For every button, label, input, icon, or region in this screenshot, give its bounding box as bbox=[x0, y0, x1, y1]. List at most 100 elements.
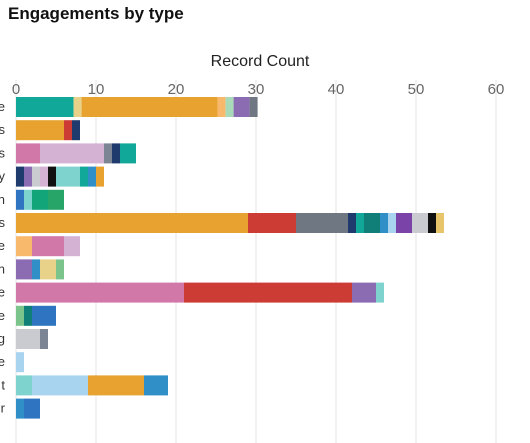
bar-segment bbox=[436, 213, 444, 233]
bar-segment bbox=[348, 213, 356, 233]
bar-segment bbox=[88, 375, 144, 396]
bar-segment bbox=[104, 143, 112, 164]
bar-segment bbox=[249, 97, 258, 117]
x-tick-label: 30 bbox=[248, 81, 265, 98]
bar-row bbox=[16, 282, 384, 303]
bar-segment bbox=[16, 120, 64, 141]
bar-segment bbox=[56, 259, 64, 280]
bar-segment bbox=[16, 143, 40, 164]
bar-segment bbox=[72, 120, 80, 141]
bar-segment bbox=[48, 166, 56, 187]
bar-segment bbox=[24, 305, 32, 326]
bar-segment bbox=[32, 189, 48, 210]
bar-segment bbox=[16, 282, 184, 303]
bar-segment bbox=[16, 166, 24, 187]
x-tick-label: 0 bbox=[12, 81, 20, 98]
bar-segment bbox=[32, 375, 88, 396]
x-tick-label: 60 bbox=[488, 81, 505, 98]
bar-segment bbox=[388, 213, 396, 233]
bar-segment bbox=[40, 329, 48, 349]
row-label: r bbox=[1, 401, 6, 416]
bar-segment bbox=[96, 166, 104, 187]
x-tick-label: 20 bbox=[168, 81, 185, 98]
bar-segment bbox=[32, 236, 64, 257]
bar-row bbox=[16, 97, 258, 117]
row-label: e bbox=[0, 354, 5, 369]
bar-row bbox=[16, 329, 48, 349]
bar-segment bbox=[396, 213, 412, 233]
bar-segment bbox=[32, 305, 56, 326]
bar-row bbox=[16, 236, 80, 257]
bar-segment bbox=[16, 236, 32, 257]
bar-segment bbox=[16, 305, 24, 326]
x-axis-ticks: 0 10 20 30 40 50 60 bbox=[12, 81, 505, 98]
bar-segment bbox=[40, 166, 48, 187]
row-label: n bbox=[0, 192, 5, 207]
bar-row bbox=[16, 120, 80, 141]
bar-row bbox=[16, 398, 40, 419]
bar-segment bbox=[356, 213, 364, 233]
bar-segment bbox=[40, 259, 56, 280]
bar-segment bbox=[296, 213, 348, 233]
row-label: y bbox=[0, 169, 6, 184]
bar-segment bbox=[32, 166, 40, 187]
bar-segment bbox=[64, 120, 72, 141]
bar-segment bbox=[16, 329, 40, 349]
bar-row bbox=[16, 189, 64, 210]
x-tick-label: 40 bbox=[328, 81, 345, 98]
x-tick-label: 50 bbox=[408, 81, 425, 98]
bar-segment bbox=[32, 259, 40, 280]
bar-segment bbox=[24, 189, 32, 210]
bar-segment bbox=[112, 143, 120, 164]
bar-row bbox=[16, 259, 64, 280]
row-label: e bbox=[0, 238, 5, 253]
row-label: s bbox=[0, 215, 6, 230]
row-label: s bbox=[0, 145, 6, 160]
bar-segment bbox=[428, 213, 436, 233]
bar-segment bbox=[24, 166, 32, 187]
row-label: e bbox=[0, 99, 5, 114]
bar-segment bbox=[48, 189, 64, 210]
row-label: e bbox=[0, 285, 5, 300]
bar-segment bbox=[73, 97, 82, 117]
bar-segment bbox=[24, 398, 40, 419]
bar-segment bbox=[352, 282, 376, 303]
bar-segment bbox=[364, 213, 380, 233]
row-label: e bbox=[0, 308, 5, 323]
x-axis-title: Record Count bbox=[211, 53, 310, 70]
bar-segment bbox=[16, 97, 74, 117]
bar-segment bbox=[16, 398, 24, 419]
chart-title: Engagements by type bbox=[8, 4, 184, 23]
bars bbox=[16, 97, 444, 419]
bar-segment bbox=[412, 213, 428, 233]
bar-segment bbox=[184, 282, 352, 303]
bar-segment bbox=[16, 189, 24, 210]
bar-segment bbox=[88, 166, 96, 187]
bar-segment bbox=[225, 97, 234, 117]
x-tick-label: 10 bbox=[88, 81, 105, 98]
bar-segment bbox=[80, 166, 88, 187]
bar-row bbox=[16, 305, 56, 326]
bar-segment bbox=[120, 143, 136, 164]
bar-segment bbox=[16, 375, 32, 396]
bar-row bbox=[16, 166, 104, 187]
row-label: g bbox=[0, 331, 5, 346]
bar-segment bbox=[16, 213, 248, 233]
bar-segment bbox=[16, 259, 32, 280]
bar-segment bbox=[56, 166, 80, 187]
row-label: s bbox=[0, 122, 6, 137]
bar-segment bbox=[40, 143, 104, 164]
row-label: n bbox=[0, 261, 5, 276]
bar-segment bbox=[376, 282, 384, 303]
bar-segment bbox=[144, 375, 168, 396]
bar-segment bbox=[217, 97, 226, 117]
bar-row bbox=[16, 375, 168, 396]
bar-segment bbox=[64, 236, 80, 257]
bar-row bbox=[16, 352, 24, 373]
bar-row bbox=[16, 143, 136, 164]
bar-segment bbox=[248, 213, 296, 233]
bar-segment bbox=[380, 213, 388, 233]
bar-segment bbox=[81, 97, 218, 117]
